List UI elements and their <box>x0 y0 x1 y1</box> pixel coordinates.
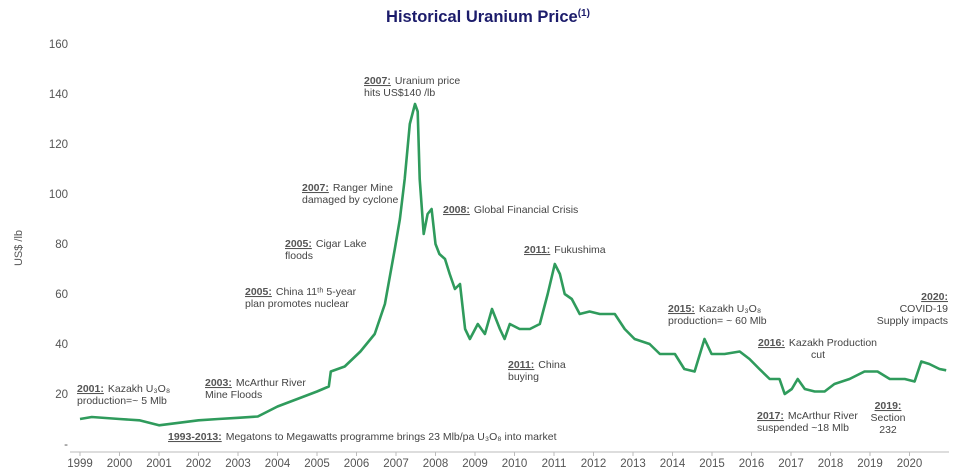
x-tick-label: 2009 <box>462 458 488 470</box>
chart-title: Historical Uranium Price <box>386 8 578 26</box>
annotation-year: 2016: <box>758 337 785 349</box>
annotation-year: 2005: <box>285 238 312 250</box>
annotation-text: Section <box>870 412 905 424</box>
y-tick-label: 20 <box>55 389 68 401</box>
x-tick-label: 2013 <box>620 458 646 470</box>
annotation-year: 1993-2013: <box>168 431 222 443</box>
price-line <box>79 102 947 427</box>
annotation: 2020: COVID-19 Supply impacts <box>877 291 948 327</box>
x-tick-label: 2017 <box>778 458 804 470</box>
annotation-text: Fukushima <box>554 244 606 256</box>
annotation-text: Kazakh Production <box>789 337 877 349</box>
annotation-text: suspended ~18 Mlb <box>757 422 849 434</box>
annotation-text: McArthur River <box>236 377 307 389</box>
annotation: 2005: Cigar Lake floods <box>285 238 367 262</box>
y-tick-label: 80 <box>55 239 68 251</box>
x-tick-label: 2005 <box>304 458 330 470</box>
annotation-text: production= ~ 60 Mlb <box>668 315 767 327</box>
annotation-text: McArthur River <box>788 410 859 422</box>
y-tick-label: - <box>64 439 68 451</box>
annotation-year: 2007: <box>364 75 391 87</box>
annotation: 2011: Fukushima <box>524 244 606 256</box>
annotation-year: 2017: <box>757 410 784 422</box>
x-tick-label: 2014 <box>660 458 686 470</box>
annotation-text: Cigar Lake <box>316 238 367 250</box>
annotation-text: Megatons to Megawatts programme brings 2… <box>226 431 557 443</box>
x-tick-label: 2018 <box>818 458 844 470</box>
annotation-year: 2015: <box>668 303 695 315</box>
title-note: (1) <box>578 8 590 19</box>
annotation: 1993-2013: Megatons to Megawatts programm… <box>168 431 557 443</box>
x-tick-label: 1999 <box>67 458 93 470</box>
y-tick-label: 160 <box>49 39 68 51</box>
y-tick-label: 140 <box>49 89 68 101</box>
y-tick-label: 100 <box>49 189 68 201</box>
annotation: 2015: Kazakh U₃O₈ production= ~ 60 Mlb <box>668 303 767 327</box>
x-tick-label: 2016 <box>739 458 765 470</box>
annotation: 2017: McArthur River suspended ~18 Mlb <box>757 410 858 434</box>
annotation: 2008: Global Financial Crisis <box>443 204 578 216</box>
annotation-year: 2011: <box>508 359 534 371</box>
annotation-text: COVID-19 <box>900 303 949 315</box>
annotation-text: plan promotes nuclear <box>245 298 349 310</box>
x-tick-label: 2012 <box>581 458 607 470</box>
annotation-text: Global Financial Crisis <box>474 204 578 216</box>
y-tick-label: 40 <box>55 339 68 351</box>
annotation-year: 2007: <box>302 182 329 194</box>
x-tick-label: 2001 <box>146 458 172 470</box>
annotation-year: 2008: <box>443 204 470 216</box>
annotation: 2005: China 11ᵗʰ 5-year plan promotes nucl… <box>245 286 357 310</box>
annotation-text: 232 <box>879 424 897 436</box>
annotation-text: China 11ᵗʰ 5-year <box>276 286 357 298</box>
x-tick-label: 2000 <box>107 458 133 470</box>
annotation-text: hits US$140 /lb <box>364 87 435 99</box>
annotation-text: Supply impacts <box>877 315 948 327</box>
x-tick-label: 2003 <box>225 458 251 470</box>
chart-title-group: Historical Uranium Price(1) <box>386 8 590 26</box>
annotation-year: 2005: <box>245 286 272 298</box>
y-tick-label: 120 <box>49 139 68 151</box>
annotation-text: Mine Floods <box>205 389 262 401</box>
annotation-text: floods <box>285 250 313 262</box>
annotation-year: 2020: <box>921 291 948 303</box>
annotation-text: damaged by cyclone <box>302 194 398 206</box>
annotation: 2001: Kazakh U₃O₈ production=~ 5 Mlb <box>77 383 170 407</box>
x-tick-label: 2006 <box>344 458 370 470</box>
annotation-text: China <box>538 359 566 371</box>
annotation-year: 2019: <box>875 400 902 412</box>
annotation-text: production=~ 5 Mlb <box>77 395 167 407</box>
annotation-text: Uranium price <box>395 75 461 87</box>
annotation: 2019: Section 232 <box>870 400 905 436</box>
x-tick-label: 2008 <box>423 458 449 470</box>
y-tick-label: 60 <box>55 289 68 301</box>
x-tick-label: 2002 <box>186 458 212 470</box>
annotation: 2016: Kazakh Production cut <box>758 337 877 361</box>
x-tick-label: 2011 <box>542 458 567 470</box>
annotation-text: cut <box>811 349 825 361</box>
annotation: 2007: Uranium price hits US$140 /lb <box>364 75 460 99</box>
annotation-year: 2011: <box>524 244 550 256</box>
annotation-text: Ranger Mine <box>333 182 393 194</box>
annotation-year: 2003: <box>205 377 232 389</box>
annotation-text: Kazakh U₃O₈ <box>699 303 761 315</box>
annotation: 2011: China buying <box>508 359 566 383</box>
annotation: 2003: McArthur River Mine Floods <box>205 377 306 401</box>
annotation-year: 2001: <box>77 383 104 395</box>
x-tick-label: 2007 <box>383 458 409 470</box>
y-axis-label: US$ /lb <box>13 230 25 266</box>
x-tick-label: 2019 <box>857 458 883 470</box>
x-tick-label: 2004 <box>265 458 291 470</box>
annotation: 2007: Ranger Mine damaged by cyclone <box>302 182 398 206</box>
x-tick-label: 2015 <box>699 458 725 470</box>
annotation-text: buying <box>508 371 539 383</box>
annotation-text: Kazakh U₃O₈ <box>108 383 170 395</box>
x-tick-label: 2010 <box>502 458 528 470</box>
x-tick-label: 2020 <box>897 458 923 470</box>
